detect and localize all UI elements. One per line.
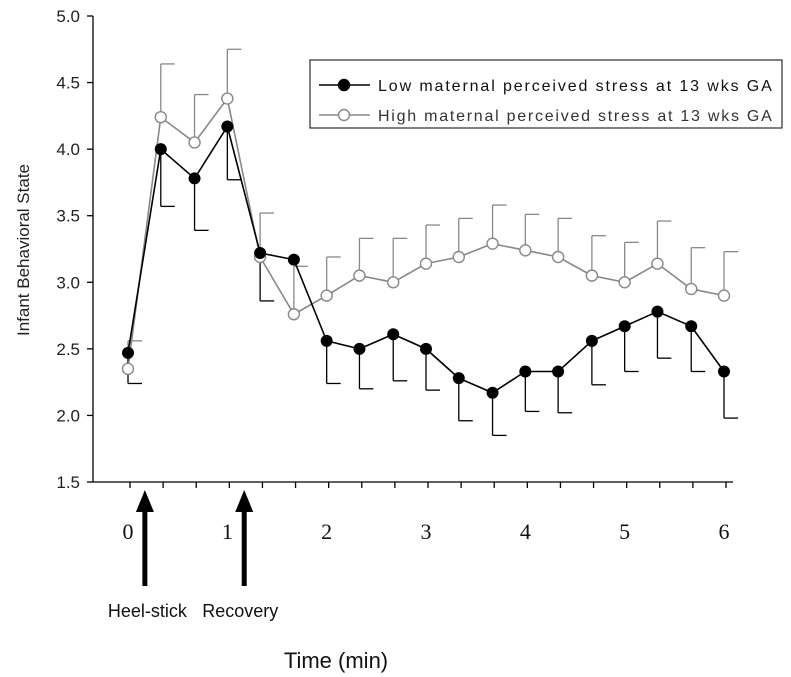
data-point-high-stress — [353, 269, 366, 282]
data-point-low-stress — [387, 328, 400, 341]
data-points — [121, 92, 731, 399]
data-point-high-stress — [717, 289, 731, 302]
data-point-low-stress — [618, 320, 631, 333]
annotation-label: Recovery — [202, 601, 278, 621]
data-point-low-stress — [122, 346, 134, 359]
data-point-high-stress — [551, 250, 565, 264]
annotation-arrow-head — [235, 490, 254, 512]
time-tick-label: 0 — [123, 519, 134, 544]
legend-label: Low maternal perceived stress at 13 wks … — [378, 78, 773, 95]
data-point-high-stress — [188, 136, 201, 149]
annotation-arrow-head — [135, 490, 154, 512]
time-tick-label: 4 — [520, 519, 531, 544]
data-point-high-stress — [585, 269, 599, 282]
data-point-high-stress — [486, 237, 499, 250]
legend-marker — [337, 108, 351, 122]
data-point-high-stress — [121, 362, 135, 376]
annotation-label: Heel-stick — [108, 601, 188, 621]
data-point-high-stress — [287, 308, 301, 321]
data-point-low-stress — [651, 305, 664, 318]
time-tick-label: 6 — [719, 519, 730, 544]
data-point-high-stress — [651, 257, 664, 270]
time-tick-label: 2 — [321, 519, 332, 544]
data-point-low-stress — [552, 365, 565, 378]
data-point-low-stress — [486, 386, 499, 399]
data-point-high-stress — [419, 257, 433, 270]
data-point-low-stress — [420, 342, 432, 355]
data-point-low-stress — [685, 320, 698, 333]
y-axis-title: Infant Behavioral State — [14, 164, 33, 336]
annotations: Heel-stick Recovery — [108, 490, 278, 621]
data-point-high-stress — [154, 110, 167, 124]
legend-box — [309, 59, 783, 129]
legend-label: High maternal perceived stress at 13 wks… — [378, 108, 773, 125]
data-point-low-stress — [154, 143, 167, 156]
y-tick-label: 2.5 — [56, 340, 80, 359]
error-bars — [127, 48, 738, 437]
data-point-high-stress — [452, 250, 465, 264]
data-point-high-stress — [320, 289, 333, 302]
data-point-low-stress — [254, 246, 267, 259]
y-tick-label: 4.0 — [56, 140, 80, 159]
data-point-low-stress — [221, 120, 234, 133]
y-tick-label: 5.0 — [56, 7, 80, 26]
data-point-low-stress — [287, 253, 300, 266]
time-tick-label: 1 — [222, 519, 233, 544]
x-axis-title: Time (min) — [284, 648, 388, 673]
data-point-low-stress — [320, 334, 333, 347]
data-point-low-stress — [188, 172, 201, 185]
data-point-high-stress — [387, 276, 400, 289]
data-point-high-stress — [685, 282, 698, 296]
time-tick-labels: 0 1 2 3 4 5 6 — [123, 519, 730, 544]
data-point-low-stress — [519, 365, 532, 378]
data-point-low-stress — [718, 365, 730, 378]
data-point-low-stress — [353, 342, 366, 355]
time-tick-label: 3 — [421, 519, 432, 544]
data-point-high-stress — [221, 92, 234, 105]
y-tick-label: 2.0 — [56, 406, 80, 425]
time-tick-label: 5 — [619, 519, 630, 544]
legend-marker — [337, 78, 351, 92]
y-tick-label: 4.5 — [56, 74, 80, 93]
data-point-high-stress — [618, 276, 631, 289]
data-point-low-stress — [585, 334, 598, 347]
y-ticks: 1.5 2.0 2.5 3.0 3.5 4.0 4.5 5.0 — [56, 7, 93, 492]
y-tick-label: 3.5 — [56, 207, 80, 226]
data-point-high-stress — [519, 244, 532, 257]
y-tick-label: 1.5 — [56, 473, 80, 492]
data-point-low-stress — [452, 372, 465, 385]
y-tick-label: 3.0 — [56, 273, 80, 292]
legend: Low maternal perceived stress at 13 wks … — [309, 59, 783, 129]
x-ticks — [129, 482, 727, 488]
